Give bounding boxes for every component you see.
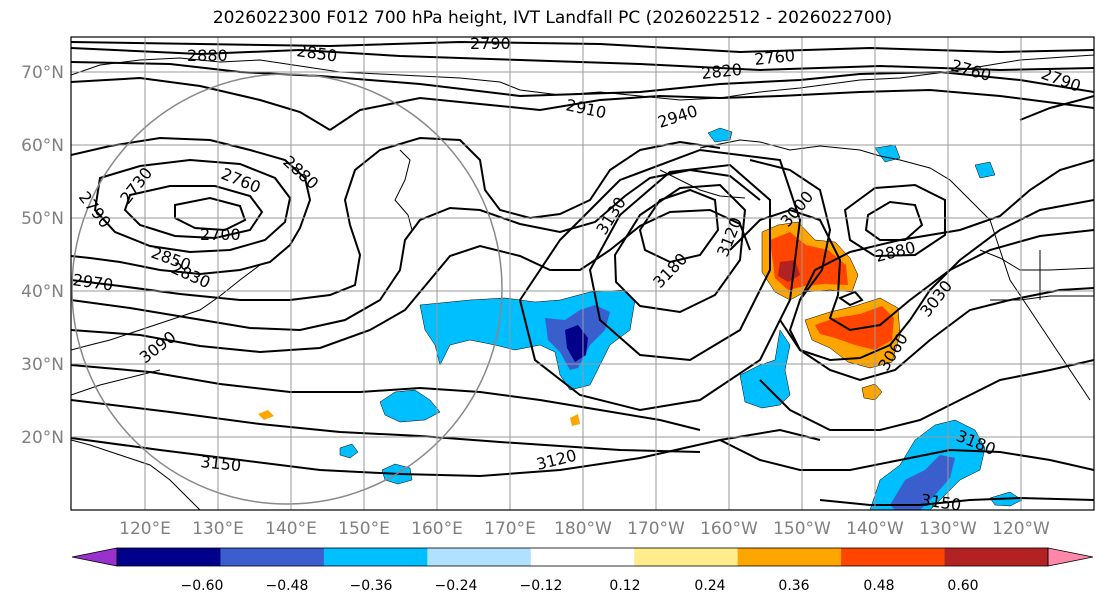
- colorbar-tick: 0.36: [778, 578, 809, 594]
- map-frame: [70, 36, 1095, 511]
- lon-label: 160°E: [411, 519, 463, 539]
- colorbar-extend-low: [71, 547, 118, 567]
- colorbar-ticks: −0.60 −0.48 −0.36 −0.24 −0.12 0.12 0.24 …: [181, 578, 979, 594]
- colorbar-tick: −0.24: [435, 578, 478, 594]
- longitude-labels: 120°E 130°E 140°E 150°E 160°E 170°E 180°…: [119, 519, 1050, 539]
- lon-label: 160°W: [700, 519, 758, 539]
- colorbar-segment: [737, 548, 842, 566]
- colorbar-tick: 0.48: [863, 578, 894, 594]
- lon-label: 150°E: [338, 519, 390, 539]
- lat-label: 70°N: [21, 63, 64, 83]
- radius-circle: [71, 73, 503, 505]
- lon-label: 130°W: [919, 519, 977, 539]
- colorbar-tick: 0.12: [609, 578, 640, 594]
- colorbar-tick: −0.36: [350, 578, 393, 594]
- colorbar-tick: −0.12: [520, 578, 563, 594]
- colorbar-segment: [634, 548, 739, 566]
- gridlines: [71, 37, 1094, 510]
- contour-label: 3150: [200, 452, 242, 475]
- lat-label: 40°N: [21, 282, 64, 302]
- colorbar-frame: [116, 547, 1049, 567]
- lon-label: 170°W: [627, 519, 685, 539]
- lat-label: 30°N: [21, 355, 64, 375]
- colorbar: −0.60 −0.48 −0.36 −0.24 −0.12 0.12 0.24 …: [71, 547, 1094, 594]
- lat-label: 60°N: [21, 136, 64, 156]
- map-title: 2026022300 F012 700 hPa height, IVT Land…: [212, 8, 893, 28]
- contour-label: 2790: [470, 34, 511, 53]
- lat-label: 50°N: [21, 209, 64, 229]
- colorbar-tick: 0.60: [947, 578, 978, 594]
- colorbar-segment: [220, 548, 325, 566]
- contour-label: 3150: [919, 490, 962, 514]
- lon-label: 150°W: [773, 519, 831, 539]
- colorbar-tick: −0.48: [266, 578, 309, 594]
- contour-label: 2820: [700, 60, 742, 83]
- colorbar-segments: [71, 547, 1094, 567]
- lon-label: 140°E: [265, 519, 317, 539]
- contour-label: 2700: [200, 225, 241, 244]
- colorbar-tick: −0.60: [181, 578, 224, 594]
- lon-label: 170°E: [484, 519, 536, 539]
- lon-label: 120°E: [119, 519, 171, 539]
- lon-label: 130°E: [192, 519, 244, 539]
- colorbar-extend-high: [1047, 547, 1094, 567]
- colorbar-tick: 0.24: [694, 578, 725, 594]
- lon-label: 120°W: [992, 519, 1050, 539]
- colorbar-segment: [323, 548, 428, 566]
- colorbar-segment: [841, 548, 946, 566]
- latitude-labels: 70°N 60°N 50°N 40°N 30°N 20°N: [21, 63, 64, 448]
- colorbar-segment: [117, 548, 221, 566]
- colorbar-segment: [427, 548, 532, 566]
- lon-label: 140°W: [846, 519, 904, 539]
- colorbar-segment: [944, 548, 1049, 566]
- lat-label: 20°N: [21, 428, 64, 448]
- contour-label: 2880: [187, 46, 228, 65]
- colorbar-segment: [530, 548, 635, 566]
- lon-label: 180°W: [554, 519, 612, 539]
- contour-label: 2760: [753, 46, 795, 69]
